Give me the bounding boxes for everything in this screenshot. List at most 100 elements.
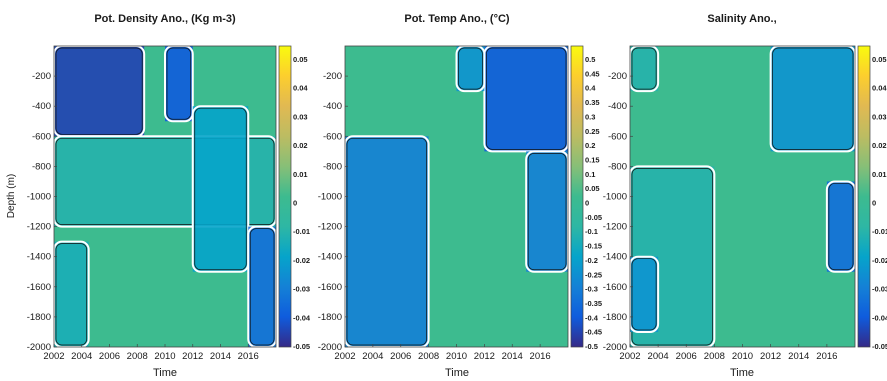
y-tick-label: -200 <box>608 71 627 82</box>
anomaly-region <box>484 46 568 152</box>
colorbar-tick-label: 0.03 <box>293 112 308 121</box>
anomaly-region <box>54 46 145 137</box>
colorbar-tick-label: -0.15 <box>585 242 602 251</box>
colorbar-tick-label: -0.5 <box>585 342 598 351</box>
colorbar-tick-label: 0.25 <box>585 127 600 136</box>
heatmap-temp: -200 -400 -600 -800 -1000 -1200 -1400 -1600 -180… <box>318 45 602 362</box>
contour-line <box>55 47 143 135</box>
colorbar-tick-label: -0.01 <box>872 227 887 236</box>
colorbar-tick-label: -0.45 <box>585 328 602 337</box>
anomaly-region <box>630 256 659 332</box>
colorbar-tick-label: -0.05 <box>585 213 602 222</box>
x-tick-label: 2010 <box>446 351 467 362</box>
colorbar-tick-label: 0.05 <box>585 184 600 193</box>
y-tick-label: -1800 <box>27 312 51 323</box>
colorbar <box>857 45 871 348</box>
contour-line <box>194 107 247 271</box>
contour-line <box>166 47 192 120</box>
anomaly-region <box>192 106 249 272</box>
colorbar-tick-label: -0.4 <box>585 313 599 322</box>
x-axis-label-temp: Time <box>445 367 469 379</box>
anomaly-region <box>456 46 485 92</box>
contour-line <box>55 137 275 225</box>
y-tick-label: -2000 <box>27 342 51 353</box>
anomaly-region <box>248 226 276 347</box>
panel-title-density: Pot. Density Ano., (Kg m-3) <box>94 13 236 25</box>
anomaly-region <box>630 46 659 92</box>
y-tick-label: -1800 <box>318 312 342 323</box>
colorbar-tick-label: -0.04 <box>872 313 887 322</box>
colorbar-tick-label: 0.1 <box>585 170 595 179</box>
y-tick-label: -1200 <box>603 222 627 233</box>
colorbar-tick-label: 0.02 <box>293 141 308 150</box>
x-axis-label-density: Time <box>153 367 177 379</box>
x-tick-label: 2006 <box>676 351 697 362</box>
colorbar-tick-label: 0.04 <box>293 84 308 93</box>
x-tick-label: 2012 <box>760 351 781 362</box>
y-axis-label-density: Depth (m) <box>6 174 17 218</box>
x-tick-label: 2010 <box>732 351 753 362</box>
x-tick-label: 2008 <box>418 351 439 362</box>
colorbar-tick-label: 0.4 <box>585 84 596 93</box>
colorbar-tick-label: 0.03 <box>872 112 887 121</box>
y-tick-label: -1400 <box>27 252 51 263</box>
colorbar-tick-label: -0.25 <box>585 270 602 279</box>
anomaly-region <box>826 181 855 272</box>
x-tick-label: 2002 <box>334 351 355 362</box>
x-tick-label: 2002 <box>619 351 640 362</box>
y-tick-label: -1000 <box>318 192 342 203</box>
x-tick-label: 2006 <box>99 351 120 362</box>
contour-line <box>631 47 657 90</box>
colorbar-tick-label: 0.35 <box>585 98 600 107</box>
y-tick-label: -1600 <box>27 282 51 293</box>
x-tick-label: 2004 <box>71 351 92 362</box>
y-tick-label: -200 <box>32 71 51 82</box>
colorbar <box>278 45 292 348</box>
y-tick-label: -800 <box>323 161 342 172</box>
y-tick-label: -200 <box>323 71 342 82</box>
colorbar-tick-label: -0.2 <box>585 256 598 265</box>
y-tick-label: -1000 <box>603 192 627 203</box>
y-tick-label: -800 <box>608 161 627 172</box>
colorbar-tick-label: 0.15 <box>585 155 600 164</box>
colorbar-tick-label: -0.3 <box>585 285 598 294</box>
y-tick-label: -1400 <box>318 252 342 263</box>
colorbar-tick-label: 0.02 <box>872 141 887 150</box>
colorbar-tick-label: 0 <box>872 199 876 208</box>
y-tick-label: -600 <box>323 131 342 142</box>
panel-title-salinity: Salinity Ano., <box>707 13 776 25</box>
contour-line <box>249 228 275 346</box>
x-tick-label: 2016 <box>238 351 259 362</box>
contour-line <box>458 47 483 90</box>
contour-line <box>346 137 427 346</box>
contour-line <box>55 243 88 346</box>
colorbar-tick-label: 0.01 <box>293 170 308 179</box>
x-tick-label: 2012 <box>182 351 203 362</box>
x-tick-label: 2016 <box>530 351 551 362</box>
y-tick-label: -600 <box>608 131 627 142</box>
x-tick-label: 2008 <box>704 351 725 362</box>
y-tick-label: -800 <box>32 161 51 172</box>
anomaly-region <box>54 241 89 347</box>
colorbar <box>570 45 584 348</box>
colorbar-tick-label: -0.35 <box>585 299 602 308</box>
colorbar-tick-label: 0.2 <box>585 141 595 150</box>
y-tick-label: -2000 <box>318 342 342 353</box>
x-tick-label: 2014 <box>210 351 231 362</box>
colorbar-tick-label: -0.05 <box>293 342 310 351</box>
y-tick-label: -1200 <box>318 222 342 233</box>
colorbar-tick-label: 0.05 <box>293 55 308 64</box>
y-tick-label: -1000 <box>27 192 51 203</box>
panel-salinity: Salinity Ano., -200 -400 -600 -800 -1000 -120… <box>603 13 887 379</box>
zero-contour <box>191 105 250 273</box>
colorbar-tick-label: -0.01 <box>293 227 310 236</box>
x-axis-label-salinity: Time <box>730 367 754 379</box>
colorbar-tick-label: -0.02 <box>293 256 310 265</box>
anomaly-region <box>526 151 568 272</box>
colorbar-tick-label: 0.45 <box>585 69 600 78</box>
y-tick-label: -1800 <box>603 312 627 323</box>
colorbar-tick-label: 0 <box>585 199 589 208</box>
x-tick-label: 2014 <box>502 351 523 362</box>
colorbar-tick-label: 0.05 <box>872 55 887 64</box>
